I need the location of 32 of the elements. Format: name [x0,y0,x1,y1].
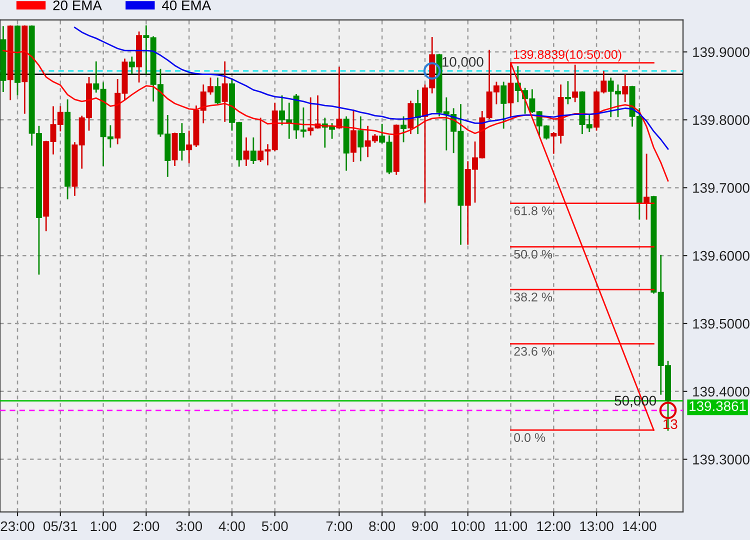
y-tick-label: 139.3000 [693,454,750,464]
x-tick-label: 11:00 [494,521,528,532]
x-tick-label: 05/31 [44,520,78,532]
y-tick-label: 139.6000 [693,250,750,261]
annotation: 10,000 [442,56,484,68]
y-tick-label: 139.4000 [693,386,750,397]
y-tick-label: 139.9000 [693,47,750,58]
x-tick-label: 2:00 [133,521,160,532]
x-tick-label: 9:00 [412,521,438,532]
y-tick-label: 139.8000 [693,115,750,125]
x-tick-label: 1:00 [90,521,116,532]
x-tick-label: 14:00 [623,521,656,532]
x-tick-label: 13:00 [580,521,614,532]
x-tick-label: 12:00 [537,521,570,532]
x-tick-label: 4:00 [218,521,245,532]
series-label: 61.8 % [514,206,552,216]
y-tick-label: 139.7000 [693,183,750,193]
series-label: 38.2 % [514,292,552,302]
ref-line-label: 139.3861 [690,401,746,412]
x-tick-label: 7:00 [326,521,352,532]
series-label: 23.6 % [514,346,552,356]
series-label: 139.8839(10:50:00) [514,50,622,62]
legend-label: 20 EMA [53,0,102,10]
x-tick-label: 10:00 [452,521,485,532]
x-tick-label: 3:00 [176,521,202,532]
x-tick-label: 8:00 [369,521,396,532]
legend-label: 40 EMA [162,0,212,10]
x-tick-label: 23:00 [0,521,34,532]
series-label: 0.0 % [514,433,546,442]
x-tick-label: 5:00 [262,521,288,532]
series-label: 50.0 % [514,250,552,259]
y-tick-label: 139.5000 [693,318,750,329]
